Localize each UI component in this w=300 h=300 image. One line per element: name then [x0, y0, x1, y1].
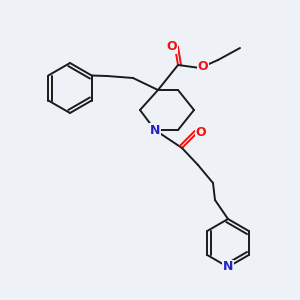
Text: O: O — [196, 125, 206, 139]
Text: O: O — [167, 40, 177, 53]
Text: N: N — [150, 124, 160, 136]
Text: N: N — [223, 260, 233, 274]
Text: O: O — [198, 59, 208, 73]
